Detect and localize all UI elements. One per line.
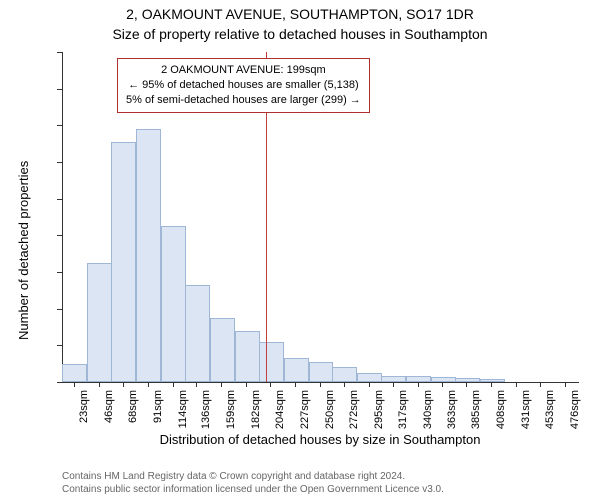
histogram-bar: [111, 142, 136, 382]
annotation-box: 2 OAKMOUNT AVENUE: 199sqm ← 95% of detac…: [117, 58, 370, 113]
footer-line1: Contains HM Land Registry data © Crown c…: [62, 470, 590, 483]
x-tick-mark: [123, 382, 124, 387]
histogram-bar: [284, 358, 309, 382]
footer-line2: Contains public sector information licen…: [62, 483, 590, 496]
x-tick-mark: [246, 382, 247, 387]
chart-title-line2: Size of property relative to detached ho…: [0, 26, 600, 42]
x-tick-mark: [516, 382, 517, 387]
x-tick-mark: [221, 382, 222, 387]
x-tick-label: 204sqm: [274, 390, 286, 430]
histogram-bar: [309, 362, 334, 382]
x-tick-label: 91sqm: [152, 390, 164, 430]
x-tick-label: 114sqm: [177, 390, 189, 430]
x-tick-mark: [418, 382, 419, 387]
x-tick-label: 408sqm: [495, 390, 507, 430]
x-tick-mark: [74, 382, 75, 387]
x-tick-mark: [320, 382, 321, 387]
x-tick-label: 182sqm: [250, 390, 262, 430]
x-tick-mark: [270, 382, 271, 387]
annotation-line2: ← 95% of detached houses are smaller (5,…: [126, 78, 361, 93]
footer: Contains HM Land Registry data © Crown c…: [62, 470, 590, 496]
x-tick-label: 250sqm: [324, 390, 336, 430]
histogram-bar: [210, 318, 235, 382]
x-tick-mark: [173, 382, 174, 387]
histogram-bar: [87, 263, 112, 382]
x-tick-mark: [344, 382, 345, 387]
y-axis-label: Number of detached properties: [16, 161, 31, 340]
x-tick-label: 317sqm: [397, 390, 409, 430]
x-tick-label: 46sqm: [103, 390, 115, 430]
histogram-bar: [185, 285, 210, 382]
x-tick-mark: [540, 382, 541, 387]
x-tick-label: 136sqm: [200, 390, 212, 430]
x-tick-mark: [148, 382, 149, 387]
x-tick-label: 476sqm: [569, 390, 581, 430]
annotation-line3: 5% of semi-detached houses are larger (2…: [126, 93, 361, 108]
x-tick-mark: [99, 382, 100, 387]
x-tick-mark: [491, 382, 492, 387]
x-tick-label: 227sqm: [299, 390, 311, 430]
histogram-bar: [62, 364, 87, 382]
x-tick-mark: [295, 382, 296, 387]
x-tick-mark: [393, 382, 394, 387]
histogram-bar: [235, 331, 260, 382]
chart-container: 2, OAKMOUNT AVENUE, SOUTHAMPTON, SO17 1D…: [0, 0, 600, 500]
annotation-line1: 2 OAKMOUNT AVENUE: 199sqm: [126, 63, 361, 78]
x-tick-mark: [196, 382, 197, 387]
histogram-bar: [357, 373, 382, 382]
histogram-bar: [259, 342, 284, 382]
x-tick-label: 453sqm: [544, 390, 556, 430]
x-tick-mark: [565, 382, 566, 387]
histogram-bar: [332, 367, 357, 382]
x-tick-label: 431sqm: [520, 390, 532, 430]
x-tick-mark: [442, 382, 443, 387]
x-tick-label: 68sqm: [127, 390, 139, 430]
x-tick-label: 23sqm: [78, 390, 90, 430]
histogram-bar: [161, 226, 186, 382]
x-tick-label: 385sqm: [470, 390, 482, 430]
x-tick-mark: [369, 382, 370, 387]
histogram-bar: [136, 129, 161, 382]
x-tick-label: 272sqm: [348, 390, 360, 430]
x-tick-label: 295sqm: [373, 390, 385, 430]
x-tick-label: 340sqm: [422, 390, 434, 430]
x-tick-label: 363sqm: [446, 390, 458, 430]
x-tick-mark: [466, 382, 467, 387]
chart-title-line1: 2, OAKMOUNT AVENUE, SOUTHAMPTON, SO17 1D…: [0, 6, 600, 22]
x-tick-label: 159sqm: [225, 390, 237, 430]
x-axis-label: Distribution of detached houses by size …: [62, 432, 578, 447]
